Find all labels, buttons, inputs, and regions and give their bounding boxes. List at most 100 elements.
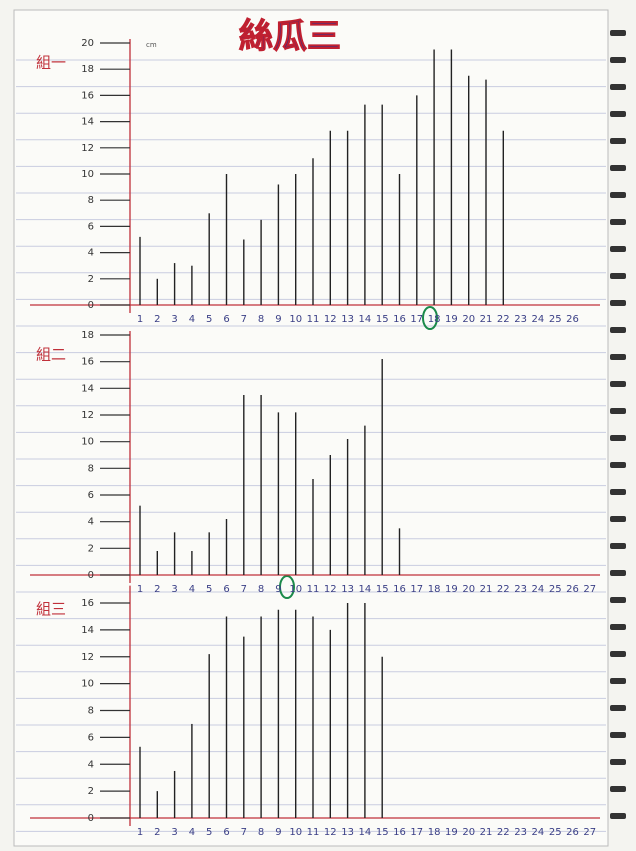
x-tick-label: 1 bbox=[137, 584, 143, 595]
x-tick-label: 14 bbox=[359, 584, 372, 595]
spiral-ring bbox=[610, 273, 626, 279]
x-tick-label: 13 bbox=[341, 827, 354, 838]
x-tick-label: 1 bbox=[137, 827, 143, 838]
x-tick-label: 7 bbox=[241, 584, 247, 595]
x-tick-label: 24 bbox=[532, 314, 545, 325]
x-tick-label: 14 bbox=[359, 827, 372, 838]
spiral-ring bbox=[610, 597, 626, 603]
x-tick-label: 7 bbox=[241, 314, 247, 325]
x-tick-label: 21 bbox=[480, 827, 493, 838]
y-tick-label: 18 bbox=[81, 330, 94, 341]
y-tick-label: 14 bbox=[81, 383, 94, 394]
spiral-ring bbox=[610, 219, 626, 225]
x-tick-label: 3 bbox=[171, 314, 177, 325]
x-tick-label: 22 bbox=[497, 314, 510, 325]
x-tick-label: 2 bbox=[154, 827, 160, 838]
x-tick-label: 4 bbox=[189, 584, 195, 595]
y-tick-label: 16 bbox=[81, 598, 94, 609]
x-tick-label: 9 bbox=[275, 314, 281, 325]
y-tick-label: 2 bbox=[88, 543, 94, 554]
spiral-ring bbox=[610, 192, 626, 198]
x-tick-label: 25 bbox=[549, 827, 562, 838]
page-title: 絲瓜三 bbox=[239, 17, 341, 57]
spiral-ring bbox=[610, 327, 626, 333]
x-tick-label: 26 bbox=[566, 314, 579, 325]
x-tick-label: 16 bbox=[393, 584, 406, 595]
spiral-ring bbox=[610, 759, 626, 765]
y-tick-label: 10 bbox=[81, 437, 94, 448]
x-tick-label: 7 bbox=[241, 827, 247, 838]
x-tick-label: 10 bbox=[289, 314, 302, 325]
spiral-ring bbox=[610, 84, 626, 90]
spiral-ring bbox=[610, 435, 626, 441]
x-tick-label: 23 bbox=[514, 827, 527, 838]
x-tick-label: 6 bbox=[223, 827, 229, 838]
y-tick-label: 0 bbox=[88, 300, 94, 311]
x-tick-label: 24 bbox=[532, 827, 545, 838]
spiral-ring bbox=[610, 732, 626, 738]
spiral-ring bbox=[610, 624, 626, 630]
x-tick-label: 8 bbox=[258, 314, 264, 325]
x-tick-label: 5 bbox=[206, 827, 212, 838]
x-tick-label: 18 bbox=[428, 584, 441, 595]
x-tick-label: 20 bbox=[462, 827, 475, 838]
x-tick-label: 26 bbox=[566, 827, 579, 838]
x-tick-label: 9 bbox=[275, 827, 281, 838]
x-tick-label: 18 bbox=[428, 314, 441, 325]
x-tick-label: 17 bbox=[410, 314, 423, 325]
y-tick-label: 4 bbox=[88, 759, 94, 770]
y-tick-label: 2 bbox=[88, 274, 94, 285]
x-tick-label: 10 bbox=[289, 827, 302, 838]
x-tick-label: 25 bbox=[549, 584, 562, 595]
x-tick-label: 15 bbox=[376, 827, 389, 838]
x-tick-label: 25 bbox=[549, 314, 562, 325]
x-tick-label: 11 bbox=[307, 584, 320, 595]
x-tick-label: 27 bbox=[583, 584, 596, 595]
group-label: 組三 bbox=[36, 600, 66, 618]
spiral-ring bbox=[610, 57, 626, 63]
x-tick-label: 11 bbox=[307, 314, 320, 325]
x-tick-label: 24 bbox=[532, 584, 545, 595]
y-tick-label: 12 bbox=[81, 143, 94, 154]
y-tick-label: 20 bbox=[81, 38, 94, 49]
x-tick-label: 23 bbox=[514, 314, 527, 325]
x-tick-label: 3 bbox=[171, 827, 177, 838]
x-tick-label: 17 bbox=[410, 584, 423, 595]
y-tick-label: 6 bbox=[88, 732, 94, 743]
spiral-ring bbox=[610, 543, 626, 549]
x-tick-label: 12 bbox=[324, 584, 337, 595]
spiral-ring bbox=[610, 786, 626, 792]
x-tick-label: 18 bbox=[428, 827, 441, 838]
spiral-ring bbox=[610, 138, 626, 144]
spiral-ring bbox=[610, 462, 626, 468]
x-tick-label: 21 bbox=[480, 584, 493, 595]
x-tick-label: 13 bbox=[341, 584, 354, 595]
y-tick-label: 16 bbox=[81, 357, 94, 368]
x-tick-label: 8 bbox=[258, 827, 264, 838]
spiral-ring bbox=[610, 705, 626, 711]
x-tick-label: 15 bbox=[376, 314, 389, 325]
y-tick-label: 14 bbox=[81, 117, 94, 128]
x-tick-label: 6 bbox=[223, 314, 229, 325]
y-tick-label: 18 bbox=[81, 64, 94, 75]
x-tick-label: 27 bbox=[583, 827, 596, 838]
x-tick-label: 22 bbox=[497, 584, 510, 595]
spiral-ring bbox=[610, 408, 626, 414]
y-unit: cm bbox=[146, 41, 157, 49]
x-tick-label: 2 bbox=[154, 584, 160, 595]
x-tick-label: 16 bbox=[393, 827, 406, 838]
spiral-ring bbox=[610, 246, 626, 252]
spiral-ring bbox=[610, 300, 626, 306]
group-label: 組一 bbox=[36, 54, 66, 72]
y-tick-label: 8 bbox=[88, 195, 94, 206]
y-tick-label: 14 bbox=[81, 625, 94, 636]
x-tick-label: 23 bbox=[514, 584, 527, 595]
spiral-ring bbox=[610, 30, 626, 36]
y-tick-label: 10 bbox=[81, 169, 94, 180]
spiral-ring bbox=[610, 678, 626, 684]
x-tick-label: 20 bbox=[462, 584, 475, 595]
y-tick-label: 10 bbox=[81, 679, 94, 690]
sheet bbox=[14, 10, 608, 846]
x-tick-label: 12 bbox=[324, 827, 337, 838]
spiral-ring bbox=[610, 165, 626, 171]
